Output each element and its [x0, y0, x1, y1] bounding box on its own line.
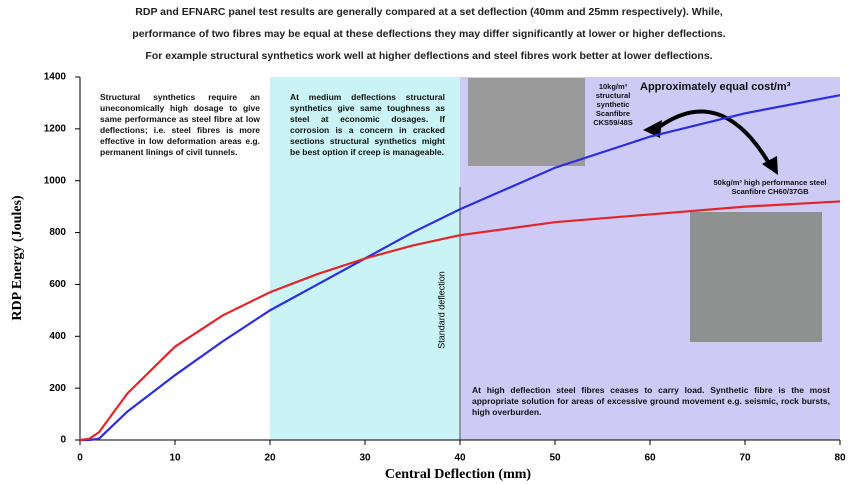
- header-line: RDP and EFNARC panel test results are ge…: [0, 6, 858, 18]
- x-tick-label: 60: [644, 453, 656, 464]
- y-axis-title: RDP Energy (Joules): [10, 195, 25, 321]
- y-tick-label: 1400: [44, 72, 67, 83]
- note: At medium deflections structural synthet…: [290, 92, 445, 158]
- x-tick-label: 10: [169, 453, 181, 464]
- y-tick-label: 800: [49, 227, 66, 238]
- page: Standard deflection Central Deflection (…: [0, 0, 858, 484]
- x-tick-label: 30: [359, 453, 371, 464]
- y-tick-label: 1000: [44, 175, 67, 186]
- y-tick-label: 400: [49, 331, 66, 342]
- x-tick-label: 20: [264, 453, 276, 464]
- x-axis-title: Central Deflection (mm): [385, 467, 532, 482]
- cost-note: Approximately equal cost/m³: [640, 82, 840, 93]
- note: At high deflection steel fibres ceases t…: [472, 385, 830, 418]
- photo-synthetic: [468, 78, 585, 166]
- header-line: performance of two fibres may be equal a…: [0, 28, 858, 40]
- x-tick-label: 50: [549, 453, 561, 464]
- x-tick-label: 40: [454, 453, 466, 464]
- y-tick-label: 600: [49, 279, 66, 290]
- note: Structural synthetics require an unecono…: [100, 92, 260, 158]
- photo-steel: [690, 212, 822, 342]
- y-tick-label: 0: [60, 435, 66, 446]
- standard-label: Standard deflection: [436, 271, 446, 349]
- fibre-label: 50kg/m³ high performance steel Scanfibre…: [700, 178, 840, 196]
- fibre-label: 10kg/m³ structural synthetic Scanfibre C…: [588, 82, 638, 127]
- x-tick-label: 80: [834, 453, 846, 464]
- x-tick-label: 70: [739, 453, 751, 464]
- y-tick-label: 1200: [44, 123, 67, 134]
- header-line: For example structural synthetics work w…: [0, 50, 858, 62]
- y-tick-label: 200: [49, 383, 66, 394]
- x-tick-label: 0: [77, 453, 83, 464]
